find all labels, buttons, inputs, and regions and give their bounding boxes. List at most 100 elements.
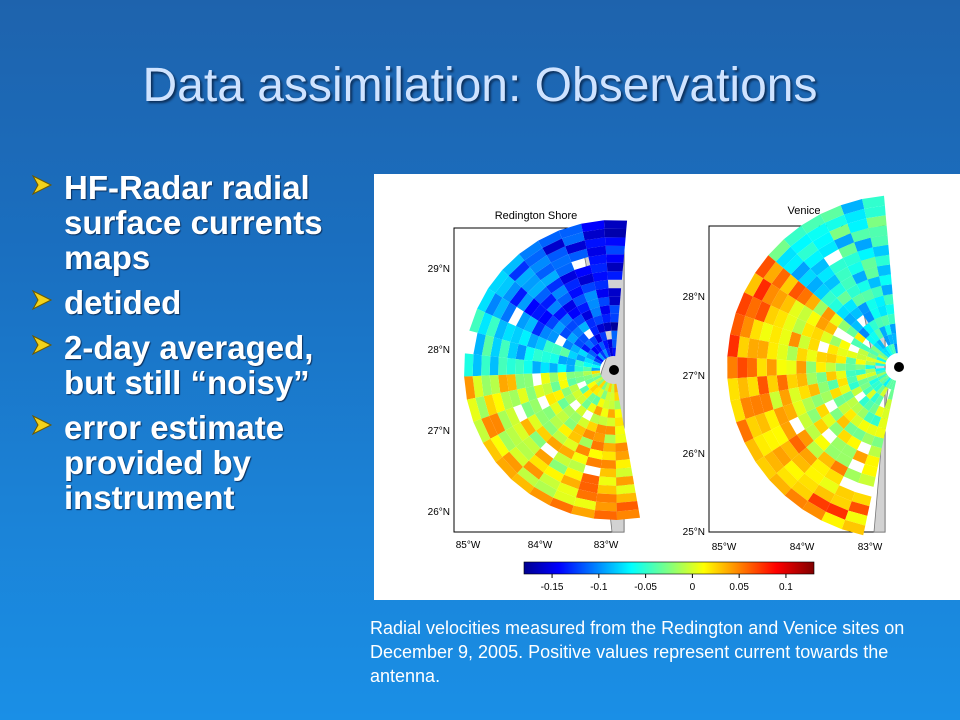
radial-velocity-cell (727, 378, 740, 401)
radial-velocity-cell (776, 359, 787, 376)
radial-velocity-cell (533, 286, 552, 304)
radial-velocity-cell (837, 319, 851, 333)
radial-velocity-cell (806, 361, 817, 374)
radial-velocity-cell (888, 379, 895, 390)
radial-velocity-cell (879, 374, 889, 383)
radial-velocity-cell (602, 349, 609, 358)
radial-velocity-cell (841, 519, 866, 536)
radial-velocity-cell (611, 330, 618, 340)
radial-velocity-cell (769, 391, 783, 410)
radial-velocity-cell (883, 335, 891, 346)
radial-velocity-cell (615, 459, 632, 469)
radial-velocity-cell (848, 381, 860, 391)
radial-velocity-cell (587, 298, 600, 310)
radial-velocity-cell (523, 373, 534, 388)
radial-velocity-cell (797, 305, 813, 323)
radial-velocity-cell (834, 485, 855, 502)
radial-velocity-cell (849, 306, 863, 320)
radial-velocity-cell (477, 288, 496, 313)
radial-velocity-cell (521, 273, 541, 293)
radial-velocity-cell (595, 355, 604, 363)
radial-velocity-cell (541, 382, 553, 396)
radial-velocity-cell (778, 328, 792, 346)
radial-velocity-cell (744, 273, 764, 297)
radial-velocity-cell (736, 419, 754, 443)
radial-velocity-cell (540, 361, 550, 374)
radial-velocity-cell (865, 368, 876, 374)
radial-velocity-cell (864, 454, 880, 468)
radial-velocity-cell (810, 326, 825, 341)
radial-velocity-cell (772, 445, 792, 467)
radial-velocity-cell (550, 254, 572, 270)
radial-velocity-cell (529, 255, 551, 274)
radial-velocity-cell (564, 467, 584, 482)
radial-velocity-cell (874, 426, 886, 439)
radial-velocity-cell (818, 240, 839, 258)
radial-velocity-cell (493, 319, 509, 340)
radial-velocity-cell (515, 359, 525, 375)
radial-velocity-cell (877, 417, 888, 429)
radial-velocity-cell (571, 451, 589, 465)
radial-velocity-cell (485, 315, 501, 338)
radial-velocity-cell (874, 254, 890, 267)
radial-velocity-cell (817, 451, 836, 469)
radial-velocity-cell (881, 376, 890, 385)
radial-velocity-cell (495, 457, 518, 480)
radial-velocity-cell (586, 402, 597, 414)
radial-velocity-cell (580, 473, 600, 485)
radial-velocity-cell (821, 511, 846, 530)
radial-velocity-cell (788, 300, 805, 319)
radial-velocity-cell (605, 245, 625, 255)
radial-velocity-cell (858, 473, 876, 487)
radial-velocity-cell (764, 409, 780, 430)
radial-velocity-cell (792, 318, 807, 335)
radial-velocity-cell (614, 408, 623, 418)
radial-velocity-cell (540, 293, 557, 310)
radial-velocity-cell (864, 205, 886, 219)
radial-velocity-cell (602, 399, 610, 410)
antenna-site-marker (609, 365, 619, 375)
radial-velocity-cell (548, 458, 568, 475)
radial-velocity-cell (829, 387, 843, 400)
radial-velocity-cell (859, 381, 871, 392)
radial-velocity-cell (804, 293, 821, 311)
radial-velocity-cell (561, 232, 585, 247)
radial-velocity-cell (546, 246, 569, 263)
radial-velocity-cell (518, 329, 532, 347)
radial-velocity-cell (754, 412, 772, 435)
radial-velocity-cell (858, 395, 870, 407)
radial-velocity-cell (552, 429, 568, 445)
radial-velocity-cell (816, 266, 835, 284)
radial-velocity-cell (823, 274, 841, 291)
radial-velocity-cell (816, 372, 828, 384)
radial-velocity-cell (597, 296, 610, 307)
radial-velocity-cell (577, 273, 595, 286)
radial-velocity-cell (891, 333, 897, 344)
radial-velocity-cell (755, 255, 776, 279)
lat-label: 27°N (683, 371, 705, 382)
radial-velocity-cell (535, 262, 556, 281)
radial-velocity-cell (607, 271, 623, 280)
radial-velocity-cell (530, 304, 547, 321)
radial-velocity-cell (466, 397, 482, 422)
radial-velocity-cell (815, 403, 830, 419)
radial-velocity-cell (798, 334, 811, 350)
radial-velocity-cell (464, 376, 476, 400)
radial-velocity-cell (489, 413, 506, 435)
radial-velocity-cell (488, 270, 509, 293)
radial-velocity-cell (602, 339, 609, 350)
radial-velocity-cell (817, 381, 830, 394)
radial-velocity-cell (845, 370, 857, 378)
radial-velocity-cell (529, 430, 547, 449)
radial-velocity-cell (871, 436, 884, 449)
radial-velocity-cell (828, 421, 844, 437)
radial-velocity-cell (590, 262, 608, 274)
radial-velocity-cell (851, 270, 868, 285)
radial-velocity-cell (846, 435, 862, 450)
radial-velocity-cell (574, 359, 585, 367)
radial-velocity-cell (883, 347, 891, 357)
radial-velocity-cell (583, 361, 593, 368)
radial-velocity-cell (863, 323, 875, 335)
radial-velocity-cell (766, 375, 779, 393)
radial-velocity-cell (782, 403, 798, 421)
